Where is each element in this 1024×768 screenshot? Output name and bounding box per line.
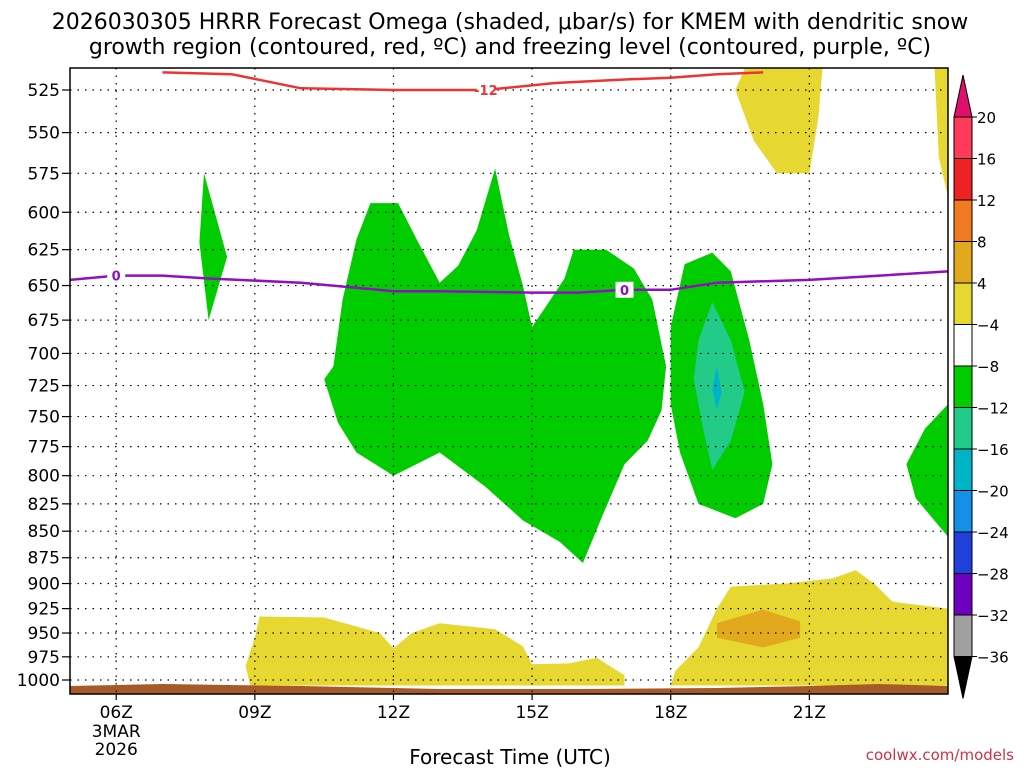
chart-title-line1: 2026030305 HRRR Forecast Omega (shaded, …	[52, 10, 968, 35]
x-date-label: 3MAR	[92, 722, 141, 742]
colorbar-label-7: −12	[977, 400, 1009, 418]
shade-orange-20z	[716, 609, 801, 648]
colorbar-label-5: −4	[977, 317, 999, 335]
y-tick-label-975: 975	[28, 648, 60, 668]
x-tick-label-15Z: 15Z	[515, 703, 548, 723]
y-tick-label-900: 900	[28, 575, 60, 595]
y-tick-label-800: 800	[28, 467, 60, 487]
contour-label-0-right: 0	[620, 284, 629, 299]
x-tick-label-12Z: 12Z	[377, 703, 410, 723]
y-tick-label-575: 575	[28, 164, 60, 184]
colorbar-label-4: 4	[977, 275, 987, 293]
colorbar-bin-9	[953, 490, 973, 533]
contour--12	[162, 71, 764, 92]
colorbar-label-0: 20	[977, 109, 996, 127]
shade-green-right-edge	[906, 404, 948, 537]
contour-layer: -12 0 0	[70, 71, 948, 299]
shade-green-main-10z-17z	[324, 168, 667, 563]
ground-terrain	[70, 684, 948, 694]
x-tick-label-18Z: 18Z	[654, 703, 687, 723]
y-tick-label-675: 675	[28, 311, 60, 331]
colorbar-bin-10	[953, 531, 973, 574]
y-tick-label-850: 850	[28, 522, 60, 542]
ground-layer	[70, 684, 948, 694]
colorbar-bin-1	[953, 158, 973, 201]
colorbar-label-1: 16	[977, 151, 996, 169]
shade-yellow-top-right	[735, 68, 823, 174]
plot-frame	[69, 67, 949, 695]
colorbar-bin-6	[953, 365, 973, 408]
y-tick-label-1000: 1000	[17, 671, 60, 691]
y-tick-label-725: 725	[28, 377, 60, 397]
omega-shading-layer	[199, 68, 948, 686]
y-tick-label-525: 525	[28, 81, 60, 101]
y-tick-label-750: 750	[28, 408, 60, 428]
x-tick-label-21Z: 21Z	[793, 703, 826, 723]
x-axis-label: Forecast Time (UTC)	[409, 745, 611, 768]
colorbar-label-13: −36	[977, 649, 1009, 667]
colorbar-label-8: −16	[977, 441, 1009, 459]
y-tick-label-825: 825	[28, 495, 60, 515]
shade-yellow-low-right	[670, 570, 948, 686]
colorbar-bin-4	[953, 282, 973, 325]
x-year-label: 2026	[95, 740, 138, 760]
colorbar-bin-8	[953, 448, 973, 491]
contour-0	[70, 270, 948, 294]
shade-green-small-08z	[199, 173, 228, 321]
colorbar-bin-7	[953, 407, 973, 450]
x-tick-label-06Z: 06Z	[100, 703, 133, 723]
contour-label-0-left-bg	[107, 267, 126, 284]
colorbar-label-3: 8	[977, 234, 987, 252]
colorbar-bottom-arrow	[953, 656, 973, 699]
y-tick-label-700: 700	[28, 344, 60, 364]
contour-label-0-left: 0	[112, 270, 121, 285]
colorbar: 20 16 12 8 4 −4 −8 −12 −16 −20 −24 −28 −32 −36	[953, 74, 1009, 699]
shade-cyan-19z-core	[712, 366, 722, 411]
y-tick-label-775: 775	[28, 438, 60, 458]
colorbar-bin-0	[953, 116, 973, 159]
colorbar-bin-gray	[953, 614, 973, 657]
colorbar-label-2: 12	[977, 192, 996, 210]
colorbar-bin-2	[953, 199, 973, 242]
contour-label-neg12: -12	[474, 84, 498, 99]
contour-label-0-right-bg	[615, 281, 634, 298]
contour-label-neg12-bg	[476, 82, 495, 98]
colorbar-bin-3	[953, 241, 973, 284]
pressure-axis: 525 550 575 600 625 650 675 700 725 750 775 800 825 8…	[17, 81, 70, 691]
y-tick-label-625: 625	[28, 241, 60, 261]
y-tick-label-925: 925	[28, 600, 60, 620]
colorbar-label-6: −8	[977, 358, 999, 376]
colorbar-label-12: −32	[977, 607, 1009, 625]
colorbar-label-10: −24	[977, 524, 1009, 542]
x-tick-label-09Z: 09Z	[238, 703, 271, 723]
chart-title-line2: growth region (contoured, red, ºC) and f…	[89, 35, 931, 60]
y-tick-label-550: 550	[28, 124, 60, 144]
colorbar-label-9: −20	[977, 483, 1009, 501]
y-tick-label-650: 650	[28, 277, 60, 297]
colorbar-label-11: −28	[977, 566, 1009, 584]
credit-text: coolwx.com/models	[866, 746, 1014, 764]
y-tick-label-950: 950	[28, 624, 60, 644]
colorbar-bin-11	[953, 573, 973, 616]
colorbar-bin-5	[953, 324, 973, 367]
shade-yellow-low-left	[245, 616, 625, 686]
y-tick-label-875: 875	[28, 549, 60, 569]
y-tick-label-600: 600	[28, 203, 60, 223]
